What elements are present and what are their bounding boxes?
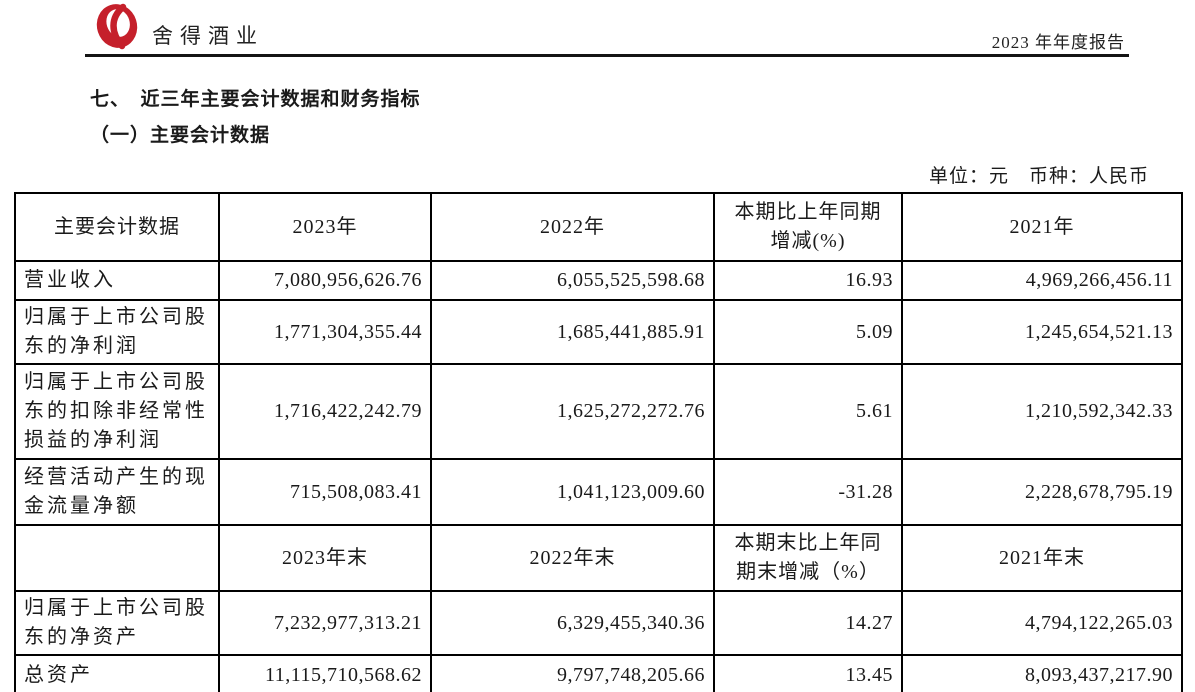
value-2023: 7,080,956,626.76 [218, 260, 432, 301]
value-2021: 1,210,592,342.33 [901, 363, 1183, 460]
metric-label: 归属于上市公司股东的净利润 [14, 299, 220, 365]
value-2021: 8,093,437,217.90 [901, 654, 1183, 692]
metric-label: 总资产 [14, 654, 220, 692]
value-2021: 1,245,654,521.13 [901, 299, 1183, 365]
table-row-net-profit: 归属于上市公司股东的净利润 1,771,304,355.44 1,685,441… [14, 299, 1183, 365]
value-2022: 6,329,455,340.36 [430, 590, 715, 656]
header-divider [85, 54, 1129, 57]
value-2022: 1,685,441,885.91 [430, 299, 715, 365]
value-2022: 1,041,123,009.60 [430, 458, 715, 526]
value-change: 5.61 [713, 363, 903, 460]
col-header-end-change: 本期末比上年同 期末增减（%） [713, 524, 903, 592]
value-2023: 715,508,083.41 [218, 458, 432, 526]
col-header-2022-end: 2022年末 [430, 524, 715, 592]
table-row-operating-cash-flow: 经营活动产生的现金流量净额 715,508,083.41 1,041,123,0… [14, 458, 1183, 526]
col-header-2021-end: 2021年末 [901, 524, 1183, 592]
value-change: 16.93 [713, 260, 903, 301]
value-2021: 4,794,122,265.03 [901, 590, 1183, 656]
col-header-change: 本期比上年同期 增减(%) [713, 192, 903, 262]
col-header-2023-end: 2023年末 [218, 524, 432, 592]
value-2022: 9,797,748,205.66 [430, 654, 715, 692]
col-header-metric: 主要会计数据 [14, 192, 220, 262]
metric-label: 营业收入 [14, 260, 220, 301]
value-2023: 7,232,977,313.21 [218, 590, 432, 656]
subsection-heading: （一）主要会计数据 [90, 125, 271, 146]
metric-label: 归属于上市公司股东的净资产 [14, 590, 220, 656]
value-change: 14.27 [713, 590, 903, 656]
table-row-net-profit-excl-nonrecurring: 归属于上市公司股东的扣除非经常性损益的净利润 1,716,422,242.79 … [14, 363, 1183, 460]
company-name: 舍得酒业 [152, 24, 264, 48]
col-header-2021: 2021年 [901, 192, 1183, 262]
table-row-revenue: 营业收入 7,080,956,626.76 6,055,525,598.68 1… [14, 260, 1183, 301]
table-row-net-assets: 归属于上市公司股东的净资产 7,232,977,313.21 6,329,455… [14, 590, 1183, 656]
value-2022: 6,055,525,598.68 [430, 260, 715, 301]
value-2023: 1,716,422,242.79 [218, 363, 432, 460]
value-2023: 1,771,304,355.44 [218, 299, 432, 365]
value-change: 5.09 [713, 299, 903, 365]
unit-currency-note: 单位：元 币种：人民币 [928, 166, 1149, 187]
table-header-row-year-end: 2023年末 2022年末 本期末比上年同 期末增减（%） 2021年末 [14, 524, 1183, 592]
value-2021: 2,228,678,795.19 [901, 458, 1183, 526]
col-header-2023: 2023年 [218, 192, 432, 262]
metric-label: 经营活动产生的现金流量净额 [14, 458, 220, 526]
metric-label: 归属于上市公司股东的扣除非经常性损益的净利润 [14, 363, 220, 460]
value-change: 13.45 [713, 654, 903, 692]
value-change: -31.28 [713, 458, 903, 526]
report-title: 2023 年年度报告 [991, 33, 1125, 52]
key-accounting-data-table: 主要会计数据 2023年 2022年 本期比上年同期 增减(%) 2021年 营… [14, 192, 1183, 692]
col-header-blank [14, 524, 220, 592]
value-2021: 4,969,266,456.11 [901, 260, 1183, 301]
section-heading: 七、 近三年主要会计数据和财务指标 [90, 89, 421, 110]
value-2023: 11,115,710,568.62 [218, 654, 432, 692]
shede-logo-icon [92, 2, 142, 50]
value-2022: 1,625,272,272.76 [430, 363, 715, 460]
table-row-total-assets: 总资产 11,115,710,568.62 9,797,748,205.66 1… [14, 654, 1183, 692]
col-header-2022: 2022年 [430, 192, 715, 262]
table-header-row-period: 主要会计数据 2023年 2022年 本期比上年同期 增减(%) 2021年 [14, 192, 1183, 262]
